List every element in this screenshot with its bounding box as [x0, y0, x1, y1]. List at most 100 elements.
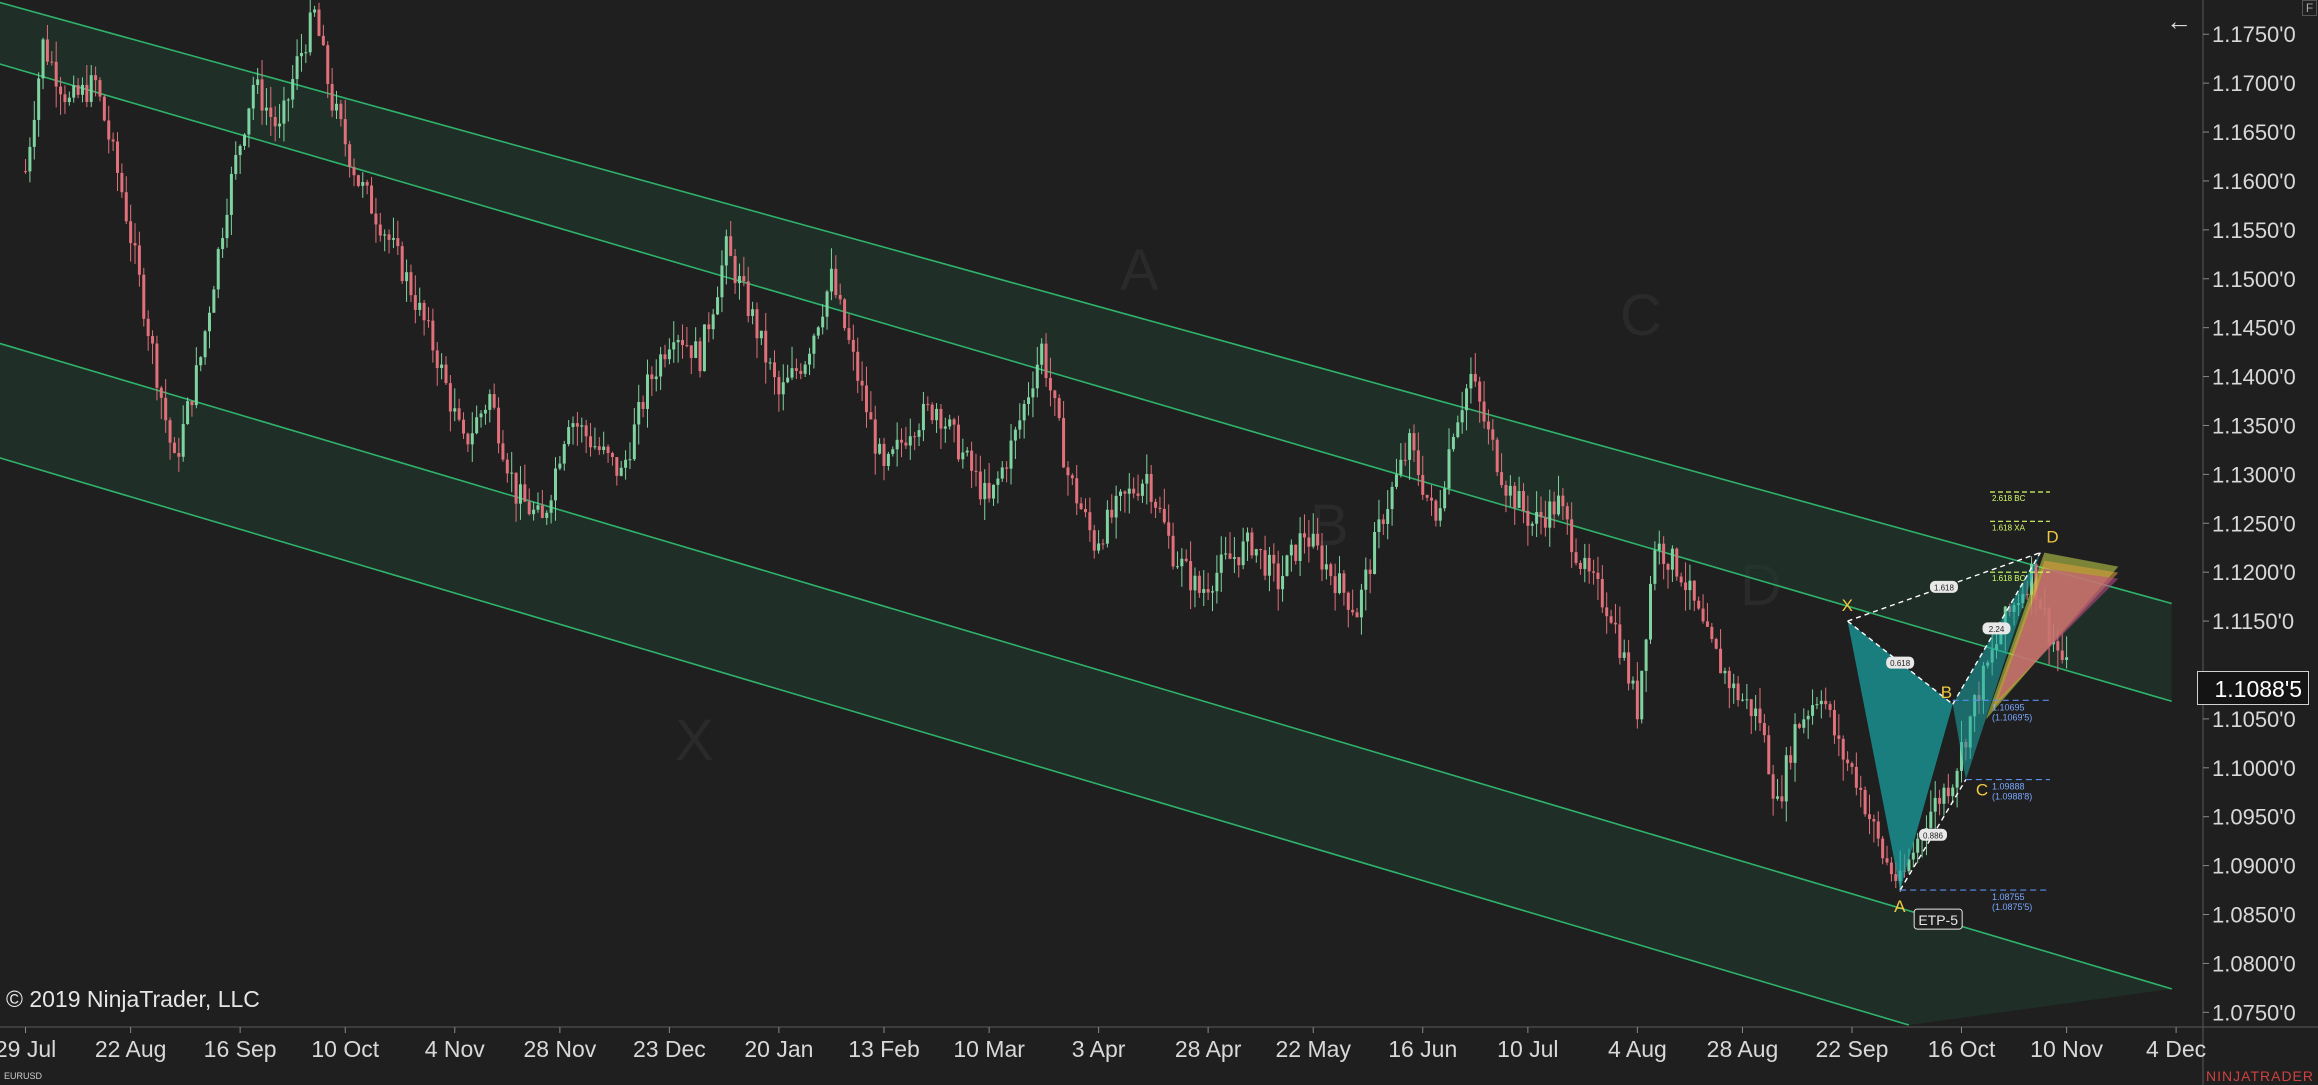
candle-body: [440, 364, 444, 369]
price-tick-label: 1.1050'0: [2212, 707, 2296, 732]
candle-body: [1267, 554, 1271, 576]
candlestick-series: [24, 0, 2069, 892]
candle-body: [1548, 501, 1552, 528]
candle-body: [1408, 433, 1412, 460]
candle-body: [821, 316, 825, 328]
candle-body: [378, 224, 382, 236]
candle-body: [1355, 612, 1359, 618]
candle-body: [168, 420, 172, 443]
candle-body: [1552, 501, 1556, 515]
time-tick-label: 28 Apr: [1175, 1036, 1242, 1062]
candle-body: [724, 236, 728, 266]
candle-body: [965, 450, 969, 453]
last-price-marker: 1.1088'5: [2197, 671, 2309, 705]
candle-body: [1832, 709, 1836, 736]
candle-body: [1381, 519, 1385, 524]
candle-body: [729, 236, 733, 256]
candle-body: [575, 423, 579, 427]
candle-body: [1018, 420, 1022, 430]
candle-body: [1105, 509, 1109, 544]
candle-body: [273, 116, 277, 127]
candle-body: [1320, 545, 1324, 570]
candle-body: [1219, 554, 1223, 573]
candle-body: [1622, 652, 1626, 658]
candle-body: [1916, 838, 1920, 853]
candle-body: [510, 472, 514, 474]
candle-body: [878, 443, 882, 454]
candle-body: [199, 357, 203, 366]
level-value: 1.09888: [1992, 782, 2025, 792]
candle-body: [1613, 622, 1617, 625]
candle-body: [996, 478, 1000, 485]
candle-body: [637, 402, 641, 425]
candle-body: [1841, 738, 1845, 760]
candle-body: [291, 79, 295, 100]
etp-tag: [1913, 908, 1963, 930]
candle-body: [1416, 450, 1420, 476]
candle-body: [619, 467, 623, 476]
corner-button[interactable]: F: [2302, 0, 2317, 16]
candle-body: [799, 370, 803, 374]
candle-body: [243, 134, 247, 146]
time-tick-label: 22 Sep: [1816, 1036, 1889, 1062]
candle-body: [155, 343, 159, 388]
candle-body: [1197, 575, 1201, 593]
candle-body: [1241, 541, 1245, 566]
candle-body: [1802, 719, 1806, 728]
candle-body: [1959, 742, 1963, 771]
candle-body: [1259, 549, 1263, 551]
candle-body: [1789, 755, 1793, 763]
ratio-label: 0.886: [1923, 831, 1944, 840]
candle-body: [1132, 488, 1136, 494]
candle-body: [567, 427, 571, 445]
candle-body: [251, 84, 255, 109]
time-tick-label: 16 Jun: [1388, 1036, 1457, 1062]
candle-body: [926, 403, 930, 405]
candle-body: [1684, 582, 1688, 591]
candle-body: [961, 452, 965, 460]
candle-body: [207, 312, 211, 332]
candle-body: [1662, 543, 1666, 565]
arrow-left-icon[interactable]: ←: [2166, 6, 2192, 36]
candle-body: [707, 324, 711, 330]
pattern-triangle-bcd: [1952, 552, 2041, 780]
candle-body: [1167, 522, 1171, 536]
candle-body: [891, 449, 895, 454]
candle-body: [418, 302, 422, 310]
candle-body: [1443, 488, 1447, 509]
candle-body: [1158, 507, 1162, 509]
ratio-pill: [1929, 580, 1958, 593]
candle-body: [1561, 495, 1565, 507]
candle-body: [1316, 533, 1320, 546]
candle-body: [1184, 558, 1188, 562]
candle-body: [1237, 557, 1241, 566]
candle-body: [260, 79, 264, 111]
candle-body: [1872, 819, 1876, 822]
candle-body: [628, 459, 632, 461]
time-tick-label: 29 Jul: [0, 1036, 56, 1062]
candle-body: [1850, 763, 1854, 767]
time-tick-label: 4 Nov: [425, 1036, 486, 1062]
candle-body: [492, 394, 496, 408]
candle-body: [1675, 548, 1679, 577]
candle-body: [317, 9, 321, 36]
candle-body: [1692, 580, 1696, 601]
candle-body: [812, 335, 816, 354]
candle-body: [2060, 650, 2064, 660]
candle-body: [1364, 569, 1368, 590]
candle-body: [597, 446, 601, 451]
candle-body: [873, 419, 877, 454]
candle-body: [1377, 519, 1381, 532]
candle-body: [527, 501, 531, 515]
candle-body: [1530, 523, 1534, 526]
candle-body: [1088, 512, 1092, 531]
candle-body: [786, 377, 790, 383]
candle-body: [462, 419, 466, 434]
candle-body: [111, 139, 115, 142]
candle-body: [413, 295, 417, 310]
candle-body: [497, 407, 501, 444]
candle-body: [1136, 493, 1140, 496]
candle-body: [1206, 589, 1210, 593]
